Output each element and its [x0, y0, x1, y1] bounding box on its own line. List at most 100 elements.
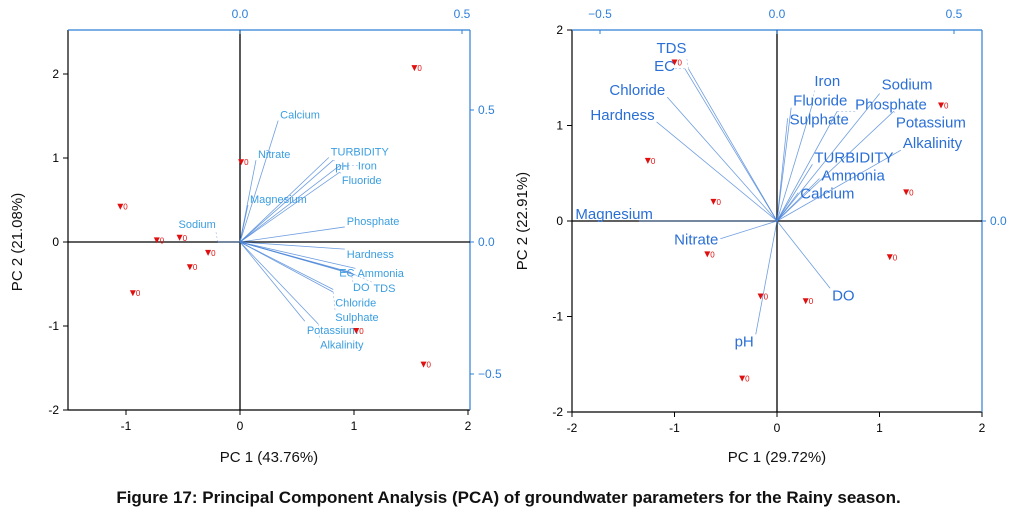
panel2-loading-label-iron: Iron — [814, 73, 840, 90]
panel1-score-point — [205, 249, 212, 256]
panel2-loading-label-do: DO — [832, 287, 855, 304]
panel2-loading-label-fluoride: Fluoride — [793, 93, 847, 110]
panel2-score-label: 0 — [764, 292, 769, 301]
panel2-loading-vector-chloride — [666, 96, 778, 222]
panel1-loading-label-iron: Iron — [358, 160, 377, 172]
panel1-loading-vector-sulphate — [239, 241, 334, 293]
panel1-loading-label-calcium: Calcium — [280, 110, 320, 122]
panel1-score-label: 0 — [183, 234, 188, 243]
panel2-score-point — [710, 198, 717, 205]
panel1-leader-line-ph — [333, 159, 336, 162]
panel1-leader-line-sulphate — [332, 292, 336, 312]
panel2-loading-vector-potassium — [776, 110, 895, 222]
panel1-x-tick-label: 2 — [465, 419, 472, 433]
panel1-leader-line-fluoride — [339, 171, 343, 176]
panel2-score-point — [704, 251, 711, 258]
panel2-loading-label-tds: TDS — [657, 40, 687, 57]
panel1-top-tick-label: 0.0 — [232, 7, 249, 21]
panel1-loading-label-nitrate: Nitrate — [258, 149, 290, 161]
panel1-loading-vector-turbidity — [239, 157, 330, 243]
panel1-loading-vector-ph — [239, 159, 334, 243]
panel2-top-tick-label: −0.5 — [588, 7, 612, 21]
panel1-score-point — [420, 361, 427, 368]
panel1-loading-label-do: DO — [353, 282, 370, 294]
panel2-loading-vector-do — [776, 220, 831, 289]
panel2-loading-label-chloride: Chloride — [609, 82, 665, 99]
panel2-loading-vector-tds — [688, 68, 778, 222]
panel1-loading-label-ammonia: Ammonia — [357, 268, 404, 280]
panel2-loading-vector-alkalinity — [776, 149, 902, 222]
panel2-loading-label-alkalinity: Alkalinity — [903, 135, 963, 152]
panel2-loading-label-nitrate: Nitrate — [674, 232, 718, 249]
panel1-score-point — [238, 159, 245, 166]
panel2-loading-vector-phosphate — [776, 111, 838, 222]
panel2-loading-label-hardness: Hardness — [590, 107, 654, 124]
panel1-loading-vector-iron — [239, 165, 341, 243]
panel2-loading-vector-fluoride — [776, 107, 792, 222]
panel2-loading-vector-ec — [684, 68, 778, 222]
panel1-score-label: 0 — [244, 158, 249, 167]
panel2-score-point — [757, 293, 764, 300]
panel1-score-label: 0 — [417, 64, 422, 73]
panel2-loading-vector-iron — [776, 104, 813, 222]
panel1-loading-label-sodium: Sodium — [179, 219, 216, 231]
panel2-loading-label-ph: pH — [735, 333, 754, 350]
panel1-loading-label-tds: TDS — [373, 283, 395, 295]
panel1-loading-vector-potassium — [239, 241, 306, 322]
panel1-score-point — [353, 328, 360, 335]
panel1-y-tick-label: 2 — [52, 67, 59, 81]
panel2-score-label: 0 — [678, 58, 683, 67]
panel2-loading-label-sodium: Sodium — [882, 77, 933, 94]
panel1-x-tick-label: 1 — [351, 419, 358, 433]
panel1-leader-line-sodium — [215, 230, 219, 243]
panel1-x-tick-label: -1 — [121, 419, 132, 433]
panel2-loading-vector-calcium — [776, 192, 799, 222]
panel2-leader-line-tds — [686, 56, 689, 69]
panel1-loading-label-ph: pH — [335, 161, 349, 173]
panel2-y-tick-label: 2 — [556, 23, 563, 37]
panel1-loading-vector-calcium — [239, 120, 279, 243]
panel2-score-label: 0 — [893, 253, 898, 262]
panel2-x-tick-label: -1 — [669, 421, 680, 435]
panel2-loading-label-ammonia: Ammonia — [821, 168, 885, 185]
panel2-score-point — [644, 157, 651, 164]
panel2-x-tick-label: 0 — [774, 421, 781, 435]
figure-caption: Figure 17: Principal Component Analysis … — [116, 488, 901, 507]
panel2-y-tick-label: -1 — [552, 310, 563, 324]
panel2-loading-vector-nitrate — [720, 220, 778, 240]
panel1-loading-label-alkalinity: Alkalinity — [320, 340, 364, 352]
panel2-loading-label-sulphate: Sulphate — [790, 111, 849, 128]
panel2-score-label: 0 — [909, 188, 914, 197]
panel1-loading-label-potassium: Potassium — [307, 325, 358, 337]
panel1-y-tick-label: 1 — [52, 151, 59, 165]
panel2-loading-label-ec: EC — [654, 58, 675, 75]
panel2-loading-label-magnesium: Magnesium — [575, 206, 653, 223]
panel1-score-label: 0 — [160, 236, 165, 245]
panel1-loading-label-chloride: Chloride — [335, 297, 376, 309]
panel1-score-label: 0 — [211, 249, 216, 258]
panel2-loading-vector-turbidity — [776, 164, 813, 222]
panel2-score-label: 0 — [944, 101, 949, 110]
panel2-leader-line-potassium — [893, 111, 897, 115]
panel1-score-label: 0 — [427, 361, 432, 370]
panel2-score-point — [802, 298, 809, 305]
panel1-score-point — [129, 290, 136, 297]
panel1-x-axis-label: PC 1 (43.76%) — [220, 449, 318, 466]
panel1-loading-vector-ec — [239, 241, 354, 275]
panel1-score-point — [117, 203, 124, 210]
panel1-score-label: 0 — [136, 289, 141, 298]
panel2-loading-label-calcium: Calcium — [800, 186, 854, 203]
panel1-x-tick-label: 0 — [237, 419, 244, 433]
panel2-y-tick-label: -2 — [552, 405, 563, 419]
panel1-loading-label-fluoride: Fluoride — [342, 175, 382, 187]
panel2-loading-label-phosphate: Phosphate — [855, 96, 927, 113]
panel1-loading-vector-hardness — [239, 241, 345, 250]
panel2-score-point — [938, 102, 944, 109]
panel1-loading-vector-ammonia — [239, 241, 356, 269]
panel1-loading-vector-alkalinity — [239, 241, 319, 325]
panel1-score-label: 0 — [359, 327, 364, 336]
panel2-score-point — [739, 375, 746, 382]
panel1-loading-label-hardness: Hardness — [347, 249, 395, 261]
panel2-x-tick-label: 2 — [979, 421, 986, 435]
